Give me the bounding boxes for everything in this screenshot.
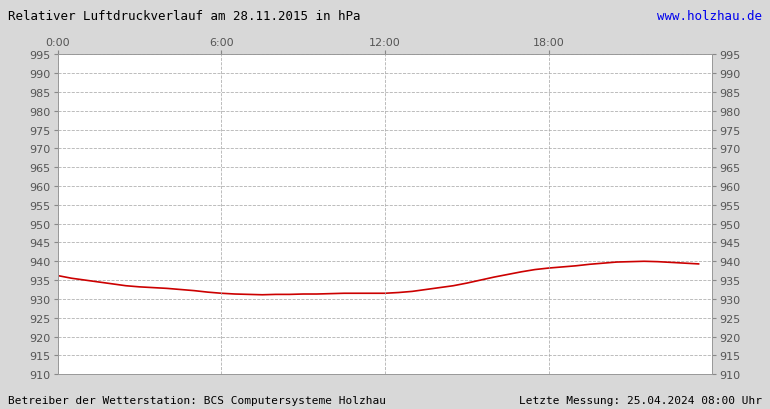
Text: www.holzhau.de: www.holzhau.de (658, 10, 762, 23)
Text: Letzte Messung: 25.04.2024 08:00 Uhr: Letzte Messung: 25.04.2024 08:00 Uhr (519, 395, 762, 405)
Text: Relativer Luftdruckverlauf am 28.11.2015 in hPa: Relativer Luftdruckverlauf am 28.11.2015… (8, 10, 360, 23)
Text: Betreiber der Wetterstation: BCS Computersysteme Holzhau: Betreiber der Wetterstation: BCS Compute… (8, 395, 386, 405)
